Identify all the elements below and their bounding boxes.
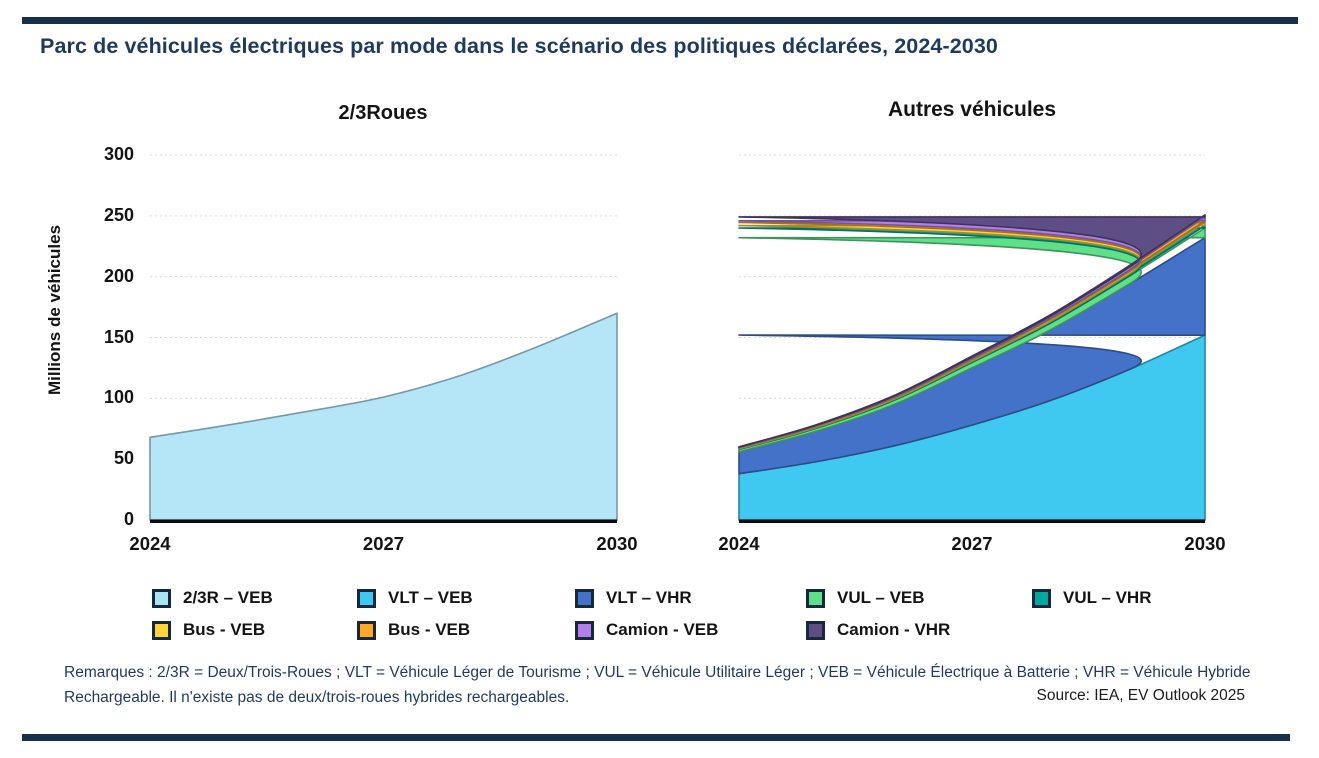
area-series-camion-vhr	[738, 214, 1206, 448]
legend-label: VLT – VHR	[606, 588, 692, 607]
y-tick-label: 300	[103, 144, 134, 164]
page-title: Parc de véhicules électriques par mode d…	[40, 34, 998, 58]
legend-label: Bus - VEB	[388, 620, 471, 639]
area-chart-two-three-wheelers	[149, 154, 618, 523]
x-tick-label: 2024	[129, 533, 171, 554]
legend-swatch-vlt-vhr	[575, 588, 594, 608]
legend-item: VLT – VEB	[357, 588, 473, 608]
legend-item: Bus - VEB	[152, 620, 265, 640]
legend-label: VUL – VEB	[837, 588, 925, 607]
x-tick-label: 2024	[718, 533, 760, 554]
legend-item: Camion - VHR	[806, 620, 950, 640]
y-tick-label: 50	[113, 448, 134, 469]
y-tick-label: 200	[103, 265, 134, 286]
legend-item: Bus - VEB	[357, 620, 470, 640]
legend-item: VLT – VHR	[575, 588, 692, 608]
legend-swatch-vul-vhr	[1032, 588, 1051, 608]
legend-item: VUL – VHR	[1032, 588, 1152, 608]
legend-swatch-camion-veb	[575, 620, 594, 640]
legend-swatch-vul-veb	[806, 588, 825, 608]
legend-label: VUL – VHR	[1063, 588, 1152, 607]
stacked-area-chart-other-vehicles	[738, 154, 1206, 523]
legend-swatch-vlt-veb	[357, 588, 376, 608]
source-note: Source: IEA, EV Outlook 2025	[1036, 687, 1245, 704]
top-divider	[22, 17, 1298, 24]
x-tick-label: 2027	[951, 533, 993, 554]
chart-title-two-three-wheelers: 2/3Roues	[338, 102, 428, 124]
legend-item: VUL – VEB	[806, 588, 925, 608]
legend-label: VLT – VEB	[388, 588, 473, 607]
legend-swatch-bus-veb	[152, 620, 171, 640]
x-tick-label: 2027	[362, 533, 405, 554]
legend-label: 2/3R – VEB	[183, 588, 273, 607]
y-tick-label: 0	[123, 509, 134, 529]
y-tick-label: 100	[103, 387, 134, 408]
legend-item: Camion - VEB	[575, 620, 718, 640]
y-tick-label: 150	[103, 326, 134, 347]
y-tick-label: 250	[103, 204, 134, 225]
legend-label: Camion - VHR	[837, 620, 951, 639]
x-tick-label: 2030	[1184, 533, 1226, 554]
x-tick-label: 2030	[596, 533, 638, 554]
legend-swatch-camion-vhr	[806, 620, 825, 640]
legend-label: Bus - VEB	[183, 620, 266, 639]
legend-item: 2/3R – VEB	[152, 588, 273, 608]
bottom-divider	[22, 734, 1290, 741]
area-series-2-3r-veb	[149, 312, 618, 521]
legend-label: Camion - VEB	[606, 620, 719, 639]
chart-title-other-vehicles: Autres véhicules	[887, 98, 1057, 121]
legend-swatch-2-3r-veb	[152, 588, 171, 608]
legend-swatch-bus-veb	[357, 620, 376, 640]
remarks-note: Remarques : 2/3R = Deux/Trois-Roues ; VL…	[64, 664, 1251, 707]
y-axis-label: Millions de véhicules	[45, 224, 64, 396]
